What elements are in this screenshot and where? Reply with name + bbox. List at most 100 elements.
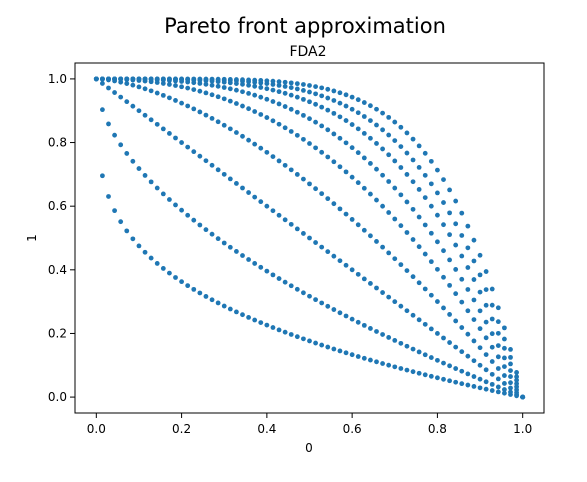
data-point <box>459 325 465 330</box>
data-point <box>465 331 471 337</box>
data-point <box>380 110 385 116</box>
data-point <box>215 83 221 89</box>
data-point <box>416 280 422 286</box>
data-point <box>307 293 312 299</box>
data-point <box>374 197 379 203</box>
data-point <box>502 390 507 396</box>
data-point <box>374 239 379 244</box>
data-point <box>221 240 227 246</box>
data-point <box>349 352 355 358</box>
data-point <box>483 287 489 292</box>
data-point <box>130 158 136 164</box>
data-point <box>331 201 337 207</box>
data-point <box>453 291 459 297</box>
data-point <box>252 194 258 200</box>
data-point <box>288 106 294 112</box>
data-point <box>422 286 428 292</box>
data-point <box>380 244 385 250</box>
data-point <box>209 76 215 82</box>
data-point <box>343 118 349 123</box>
data-point <box>331 307 337 312</box>
data-point <box>325 127 331 133</box>
data-point <box>416 244 422 250</box>
data-point <box>392 138 398 143</box>
data-point <box>489 286 495 292</box>
data-point <box>167 197 172 202</box>
data-point <box>477 385 483 391</box>
data-point <box>380 361 385 366</box>
data-point <box>203 90 209 96</box>
data-point <box>270 78 276 84</box>
data-point <box>368 118 373 123</box>
data-point <box>142 86 148 92</box>
data-point <box>313 240 318 245</box>
data-point <box>325 86 331 92</box>
data-point <box>100 173 105 179</box>
data-point <box>416 349 422 355</box>
data-point <box>294 109 300 115</box>
data-point <box>435 190 440 196</box>
data-point <box>179 100 184 106</box>
data-point <box>93 76 99 82</box>
data-point <box>459 253 465 259</box>
data-point <box>258 85 264 90</box>
data-point <box>355 126 361 132</box>
y-tick-label: 0.2 <box>48 326 67 340</box>
data-point <box>264 322 270 328</box>
data-point <box>288 221 294 227</box>
data-point <box>471 358 477 364</box>
data-point <box>106 121 111 127</box>
data-point <box>301 112 306 118</box>
data-point <box>447 378 452 384</box>
data-point <box>477 362 483 368</box>
data-point <box>489 381 495 387</box>
data-point <box>477 308 483 314</box>
data-point <box>227 244 233 250</box>
chart-subtitle: FDA2 <box>289 44 326 60</box>
data-point <box>227 77 233 82</box>
data-point <box>154 121 160 127</box>
data-point <box>404 150 410 156</box>
data-point <box>428 259 434 265</box>
data-point <box>118 219 124 225</box>
data-point <box>282 79 288 85</box>
data-point <box>398 340 404 346</box>
data-point <box>331 110 337 116</box>
data-point <box>234 87 239 93</box>
data-point <box>313 119 318 125</box>
data-point <box>264 96 270 102</box>
data-point <box>270 325 276 330</box>
data-point <box>471 338 477 344</box>
data-point <box>234 130 239 135</box>
data-point <box>124 99 130 105</box>
data-point <box>203 76 209 82</box>
data-point <box>301 136 306 142</box>
data-point <box>240 103 245 109</box>
data-point <box>386 250 392 256</box>
data-point <box>319 85 325 91</box>
data-point <box>489 316 495 322</box>
data-point <box>288 85 294 90</box>
data-point <box>252 77 258 83</box>
plot-area-frame <box>74 62 545 414</box>
data-point <box>240 312 245 318</box>
data-point <box>313 186 318 192</box>
data-point <box>282 162 288 168</box>
x-axis: 0.0 0.2 0.4 0.6 0.8 1.0 <box>87 413 532 436</box>
data-point <box>227 306 233 312</box>
data-point <box>203 158 209 164</box>
data-point <box>325 249 331 255</box>
data-point <box>294 226 300 232</box>
data-point <box>264 149 270 155</box>
data-point <box>252 109 258 114</box>
data-point <box>502 325 507 331</box>
data-point <box>349 267 355 273</box>
data-point <box>160 191 166 197</box>
data-point <box>416 187 422 192</box>
data-point <box>221 122 227 128</box>
data-point <box>471 237 477 243</box>
data-point <box>453 379 459 385</box>
data-point <box>386 294 392 300</box>
data-point <box>270 87 276 93</box>
data-point <box>294 286 300 292</box>
